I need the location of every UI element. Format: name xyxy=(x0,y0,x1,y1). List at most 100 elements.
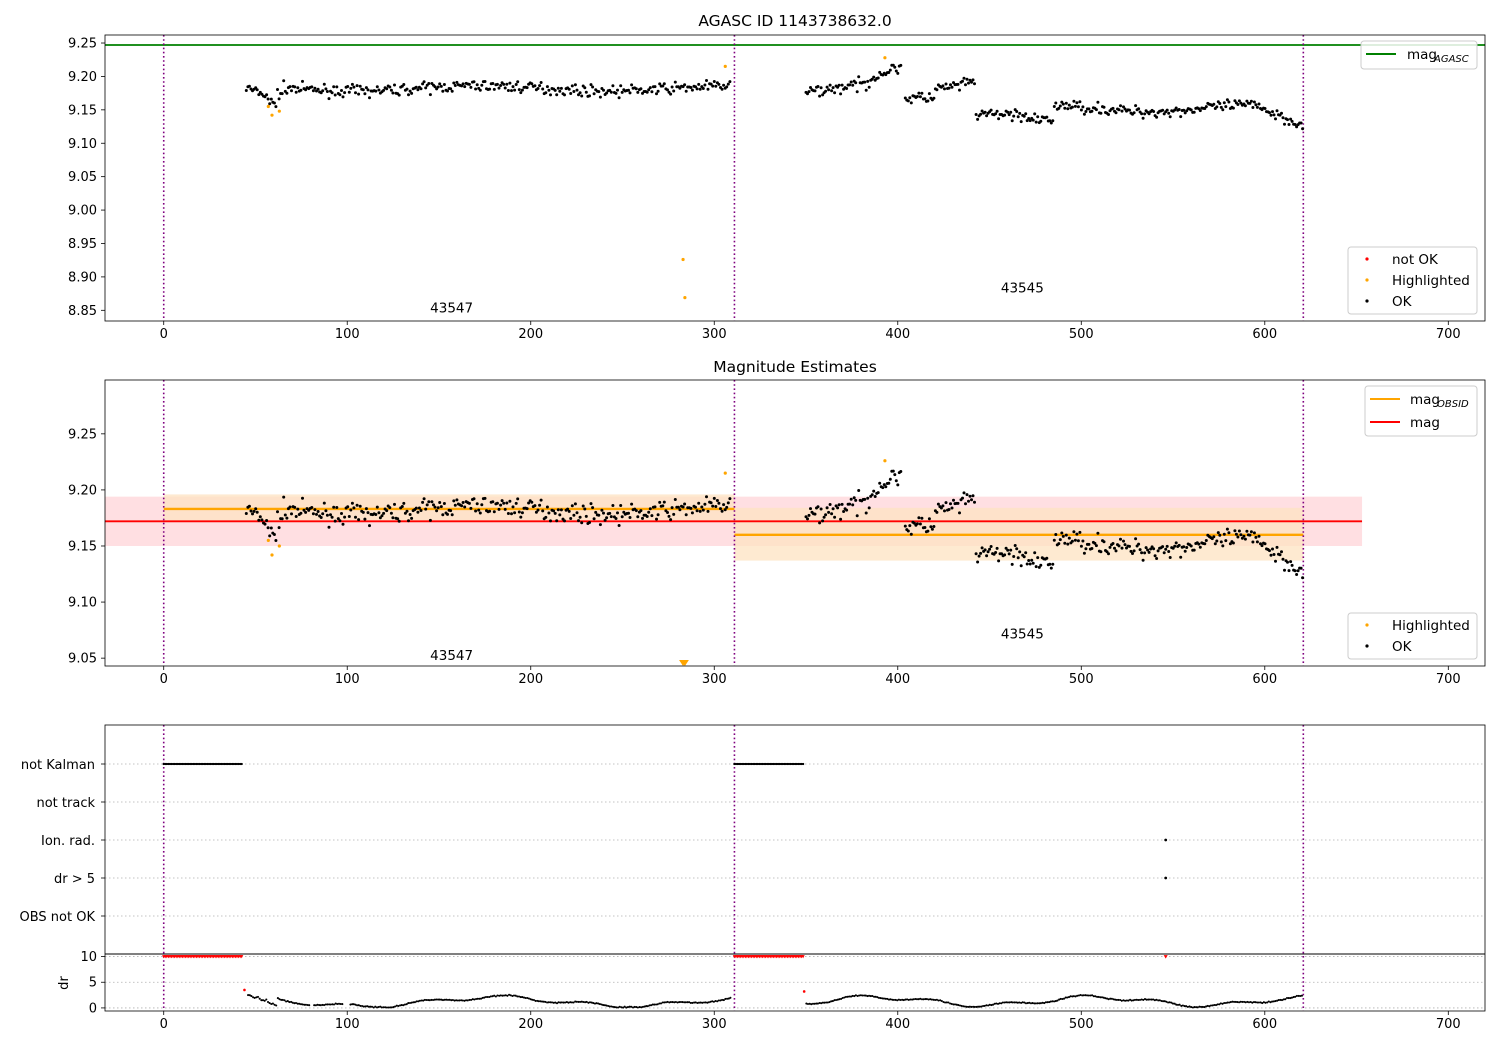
dr-point xyxy=(417,1000,420,1003)
dr-point xyxy=(506,994,509,997)
ok-point xyxy=(584,90,588,94)
dr-point xyxy=(640,1006,643,1009)
ok-point xyxy=(1239,101,1243,105)
dr-point xyxy=(932,998,935,1001)
dr-point xyxy=(602,1004,605,1007)
x-tick-label: 0 xyxy=(160,327,168,342)
dr-point xyxy=(261,999,265,1002)
flag-point xyxy=(229,762,232,766)
ok-point xyxy=(852,496,856,500)
ok-point xyxy=(324,509,328,513)
ok-point xyxy=(1183,111,1187,115)
ok-point xyxy=(277,526,281,530)
ok-point xyxy=(1290,119,1294,123)
dr-point xyxy=(531,998,534,1001)
ok-point xyxy=(525,86,529,90)
ok-point xyxy=(307,508,311,512)
dr-point xyxy=(1150,998,1153,1001)
ok-point xyxy=(706,509,710,513)
dr-point xyxy=(304,1003,307,1006)
dr-point xyxy=(1228,1001,1231,1004)
ok-point xyxy=(855,514,859,518)
dr-point xyxy=(428,999,431,1002)
dr-point xyxy=(484,995,488,999)
ok-point xyxy=(410,516,414,520)
ok-point xyxy=(983,548,987,552)
dr-point xyxy=(504,994,507,997)
ok-point xyxy=(1054,533,1058,536)
dr-point xyxy=(461,999,464,1002)
dr-point xyxy=(437,998,440,1001)
dr-point xyxy=(714,999,717,1003)
ok-point xyxy=(364,86,368,90)
ok-point xyxy=(1152,110,1156,113)
ok-point xyxy=(428,93,432,97)
flag-row-label: OBS not OK xyxy=(20,910,96,925)
ok-point xyxy=(1022,555,1026,559)
x-tick-label: 500 xyxy=(1069,1017,1094,1032)
dr-point xyxy=(481,996,484,999)
ok-point xyxy=(1218,102,1222,105)
dr-point xyxy=(712,1000,715,1003)
flag-point xyxy=(237,762,240,766)
ok-point xyxy=(260,518,264,522)
ok-point xyxy=(1147,112,1151,116)
flag-point xyxy=(162,762,165,766)
ok-point xyxy=(888,477,892,481)
dr-point xyxy=(998,1002,1001,1005)
dr-point xyxy=(516,995,519,998)
ok-point xyxy=(1060,531,1064,535)
dr-point xyxy=(626,1006,630,1009)
ok-point xyxy=(645,515,649,518)
dr-point xyxy=(1143,998,1147,1001)
ok-point xyxy=(282,495,286,499)
dr-point xyxy=(821,1001,824,1004)
dr-point xyxy=(726,997,729,1000)
dr-point xyxy=(995,1002,998,1005)
ok-point xyxy=(974,113,978,116)
ok-point xyxy=(580,521,584,525)
dr-point xyxy=(711,1000,714,1003)
ok-point xyxy=(293,505,297,509)
ok-point xyxy=(1289,117,1293,121)
dr-point xyxy=(1029,1002,1033,1005)
dr-point xyxy=(564,1001,567,1004)
dr-point xyxy=(608,1005,611,1008)
ok-point xyxy=(424,86,428,90)
ok-point xyxy=(1025,119,1029,123)
ok-point xyxy=(1182,545,1186,549)
ok-point xyxy=(597,90,601,94)
ok-point xyxy=(655,92,658,96)
dr-point xyxy=(641,1005,644,1008)
dr-point xyxy=(519,996,522,999)
ok-point xyxy=(1010,119,1014,123)
ok-point xyxy=(845,87,849,90)
dr-point xyxy=(1125,999,1128,1002)
x-tick-label: 200 xyxy=(518,1017,543,1032)
ok-point xyxy=(1024,112,1028,116)
dr-point xyxy=(283,999,286,1002)
ok-point xyxy=(513,88,517,92)
ok-point xyxy=(878,70,882,74)
dr-point xyxy=(329,1003,332,1006)
dr-point xyxy=(982,1004,985,1008)
ok-point xyxy=(539,498,543,502)
ok-point xyxy=(1094,544,1098,548)
ok-point xyxy=(967,81,970,85)
ok-point xyxy=(1249,530,1253,534)
dr-point xyxy=(271,1002,274,1005)
dr-point xyxy=(1290,996,1293,999)
ok-point xyxy=(354,91,357,95)
dr-point xyxy=(512,994,516,997)
ok-point xyxy=(555,519,559,523)
ok-point xyxy=(364,507,368,511)
ok-point xyxy=(1189,544,1193,548)
ok-point xyxy=(1131,552,1134,555)
dr-point xyxy=(542,1000,545,1003)
ok-point xyxy=(661,504,665,508)
ok-point xyxy=(647,88,651,92)
dr-point xyxy=(1117,998,1120,1001)
dr-point xyxy=(1018,1001,1021,1004)
ok-point xyxy=(821,93,825,97)
dr-point xyxy=(1107,998,1110,1001)
